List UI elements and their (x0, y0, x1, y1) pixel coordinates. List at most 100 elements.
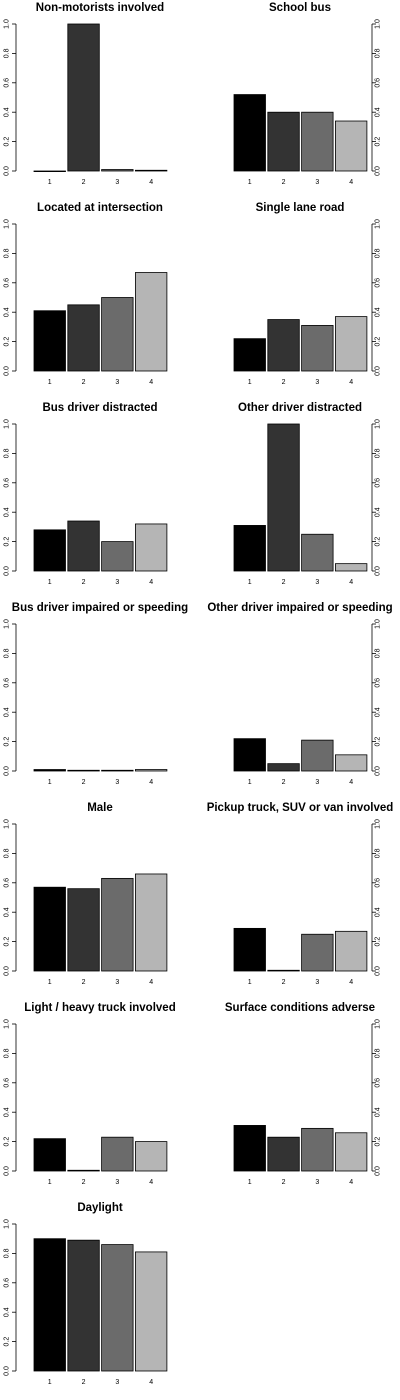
x-tick-label: 4 (349, 379, 353, 386)
x-tick-label: 4 (149, 379, 153, 386)
y-tick-label: 0.0 (375, 766, 382, 776)
x-tick-label: 3 (115, 379, 119, 386)
y-tick-label: 0.8 (4, 248, 11, 258)
bar (233, 94, 266, 172)
bar-chart-panel: Other driver distracted 0.0 0.2 0.4 0.6 0.8 1.… (233, 402, 382, 586)
bar (267, 1136, 300, 1172)
x-tick-label: 4 (349, 779, 353, 786)
bar (33, 310, 66, 372)
y-tick-label: 0.2 (4, 137, 11, 147)
bar (301, 933, 334, 972)
y-tick-label: 0.6 (375, 1078, 382, 1088)
y-tick-label: 0.8 (375, 448, 382, 458)
bar (233, 927, 266, 972)
bar (334, 316, 368, 372)
bar-chart-panel: Non-motorists involved 0.0 0.2 0.4 0.6 0.8 1.0… (4, 2, 168, 186)
x-tick-label: 1 (248, 579, 252, 586)
y-tick-label: 1.0 (375, 219, 382, 229)
x-tick-label: 4 (149, 779, 153, 786)
bar (233, 738, 266, 772)
x-tick-label: 3 (315, 579, 319, 586)
x-tick-label: 4 (149, 979, 153, 986)
y-tick-label: 1.0 (375, 619, 382, 629)
bar (233, 525, 266, 572)
chart-title: Bus driver impaired or speeding (12, 602, 188, 614)
bar-chart-panel: Daylight 0.0 0.2 0.4 0.6 0.8 1.0 1 2 3 4 (4, 1202, 168, 1386)
y-tick-label: 0.0 (4, 1366, 11, 1376)
x-tick-label: 2 (82, 1379, 86, 1386)
y-tick-label: 1.0 (4, 1019, 11, 1029)
chart-title: School bus (269, 2, 331, 14)
y-tick-label: 1.0 (375, 419, 382, 429)
x-tick-label: 2 (282, 379, 286, 386)
y-tick-label: 0.8 (375, 1048, 382, 1058)
x-tick-label: 2 (282, 179, 286, 186)
y-tick-label: 0.0 (4, 966, 11, 976)
y-tick-label: 0.0 (375, 1166, 382, 1176)
x-tick-label: 4 (349, 179, 353, 186)
bar (33, 769, 66, 772)
bar (134, 169, 168, 172)
x-tick-label: 1 (48, 979, 52, 986)
x-tick-label: 2 (82, 379, 86, 386)
y-tick-label: 1.0 (375, 819, 382, 829)
bar (267, 763, 300, 772)
y-tick-label: 0.2 (375, 337, 382, 347)
y-tick-label: 0.4 (4, 507, 11, 517)
bar (233, 1125, 266, 1172)
x-tick-label: 3 (115, 979, 119, 986)
y-tick-label: 0.2 (375, 737, 382, 747)
y-tick-label: 0.6 (4, 1078, 11, 1088)
bar (33, 170, 66, 173)
bar-chart-panel: Bus driver impaired or speeding 0.0 0.2 0.4… (4, 602, 189, 786)
y-tick-label: 0.6 (375, 878, 382, 888)
y-tick-label: 0.8 (4, 1248, 11, 1258)
x-tick-label: 2 (282, 1179, 286, 1186)
x-tick-label: 3 (115, 579, 119, 586)
bar (33, 886, 66, 972)
y-tick-label: 0.2 (4, 737, 11, 747)
bar (134, 272, 168, 372)
x-tick-label: 4 (349, 1179, 353, 1186)
bar (334, 120, 368, 172)
y-tick-label: 0.4 (4, 1307, 11, 1317)
bar (67, 1169, 100, 1172)
y-tick-label: 0.6 (375, 478, 382, 488)
bar (67, 888, 100, 972)
bar (101, 297, 134, 372)
bar-chart-panel: Bus driver distracted 0.0 0.2 0.4 0.6 0.8 1.0 1… (4, 402, 168, 586)
y-tick-label: 0.2 (4, 1337, 11, 1347)
x-tick-label: 1 (48, 1179, 52, 1186)
bar (267, 319, 300, 372)
y-tick-label: 0.8 (4, 1048, 11, 1058)
y-tick-label: 1.0 (4, 419, 11, 429)
y-tick-label: 0.6 (4, 678, 11, 688)
y-tick-label: 0.2 (375, 537, 382, 547)
x-tick-label: 2 (82, 579, 86, 586)
x-tick-label: 1 (248, 979, 252, 986)
x-tick-label: 4 (149, 1179, 153, 1186)
bar (33, 1238, 66, 1372)
y-tick-label: 0.6 (4, 478, 11, 488)
x-tick-label: 2 (282, 579, 286, 586)
y-tick-label: 0.4 (375, 1107, 382, 1117)
x-tick-label: 1 (48, 579, 52, 586)
y-tick-label: 0.4 (4, 107, 11, 117)
y-tick-label: 0.4 (4, 707, 11, 717)
chart-title: Bus driver distracted (42, 402, 157, 414)
bar (67, 769, 100, 772)
chart-title: Light / heavy truck involved (24, 1002, 175, 1014)
y-tick-label: 1.0 (4, 219, 11, 229)
y-tick-label: 0.8 (375, 848, 382, 858)
x-tick-label: 2 (82, 979, 86, 986)
bar (334, 563, 368, 572)
chart-title: Other driver impaired or speeding (207, 602, 392, 614)
y-tick-label: 0.4 (375, 307, 382, 317)
chart-title: Pickup truck, SUV or van involved (207, 802, 394, 814)
bar (301, 533, 334, 572)
x-tick-label: 1 (248, 1179, 252, 1186)
bar (134, 523, 168, 572)
x-tick-label: 1 (248, 379, 252, 386)
y-tick-label: 0.0 (4, 566, 11, 576)
